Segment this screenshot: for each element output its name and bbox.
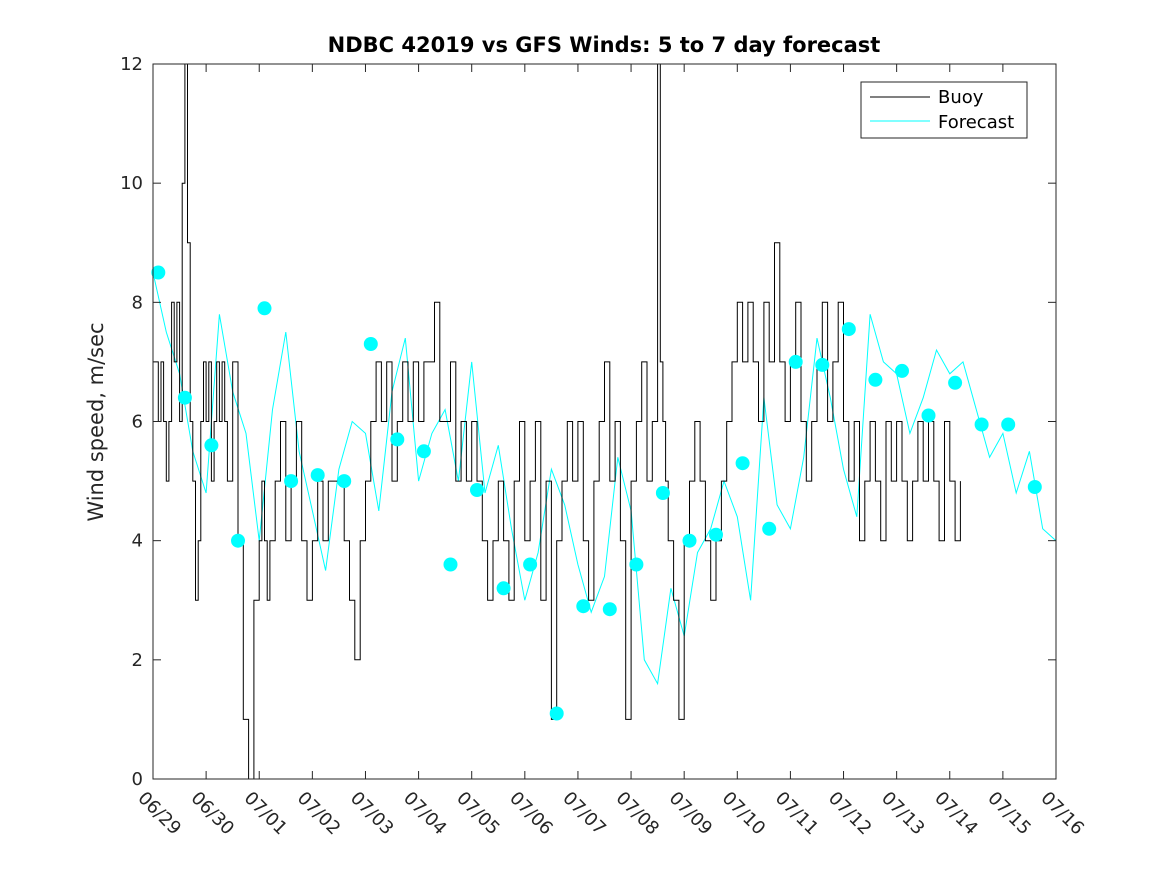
forecast-marker bbox=[337, 474, 352, 489]
forecast-markers-group bbox=[151, 265, 1042, 721]
forecast-marker bbox=[549, 706, 564, 721]
forecast-marker bbox=[735, 456, 750, 471]
forecast-marker bbox=[921, 408, 936, 423]
forecast-marker bbox=[1001, 417, 1016, 432]
y-axis: 0 2 4 6 8 10 12 bbox=[120, 54, 1056, 790]
forecast-marker bbox=[416, 444, 431, 459]
forecast-marker bbox=[974, 417, 989, 432]
forecast-marker bbox=[443, 557, 458, 572]
forecast-marker bbox=[496, 581, 511, 596]
forecast-marker bbox=[655, 486, 670, 500]
y-tick-label: 12 bbox=[120, 54, 143, 75]
legend: Buoy Forecast bbox=[860, 81, 1028, 139]
forecast-marker bbox=[868, 372, 883, 387]
y-tick-label: 4 bbox=[132, 531, 143, 552]
y-axis-label: Wind speed, m/sec bbox=[84, 322, 108, 521]
forecast-marker bbox=[815, 357, 830, 372]
forecast-marker bbox=[151, 265, 166, 280]
forecast-marker bbox=[231, 533, 245, 548]
forecast-marker bbox=[363, 337, 378, 351]
y-tick-label: 8 bbox=[132, 292, 143, 313]
forecast-line bbox=[152, 272, 1057, 686]
forecast-marker bbox=[390, 432, 405, 447]
forecast-marker bbox=[257, 301, 272, 316]
forecast-marker bbox=[895, 363, 909, 378]
buoy-line-group bbox=[153, 63, 961, 780]
forecast-marker bbox=[204, 438, 219, 453]
forecast-marker bbox=[841, 322, 856, 337]
forecast-marker bbox=[788, 354, 803, 369]
legend-box bbox=[860, 81, 1028, 139]
y-tick-label: 2 bbox=[132, 650, 143, 671]
forecast-lines-group bbox=[152, 272, 1057, 686]
y-tick-label: 10 bbox=[120, 173, 143, 194]
y-tick-label: 0 bbox=[132, 769, 143, 790]
forecast-marker bbox=[1027, 480, 1042, 494]
chart-title: NDBC 42019 vs GFS Winds: 5 to 7 day fore… bbox=[328, 33, 881, 57]
forecast-marker bbox=[523, 557, 538, 572]
legend-forecast-label: Forecast bbox=[938, 112, 1014, 133]
forecast-marker bbox=[682, 533, 697, 548]
forecast-marker bbox=[284, 474, 299, 489]
forecast-marker bbox=[470, 483, 484, 497]
forecast-marker bbox=[177, 390, 192, 405]
forecast-marker bbox=[602, 602, 617, 617]
forecast-marker bbox=[310, 468, 325, 483]
buoy-line bbox=[153, 63, 961, 780]
forecast-marker bbox=[709, 527, 723, 542]
legend-buoy-label: Buoy bbox=[938, 87, 984, 108]
forecast-marker bbox=[948, 375, 963, 390]
forecast-marker bbox=[576, 599, 591, 614]
forecast-marker bbox=[762, 521, 777, 536]
forecast-marker bbox=[629, 557, 644, 572]
y-tick-label: 6 bbox=[132, 412, 143, 433]
